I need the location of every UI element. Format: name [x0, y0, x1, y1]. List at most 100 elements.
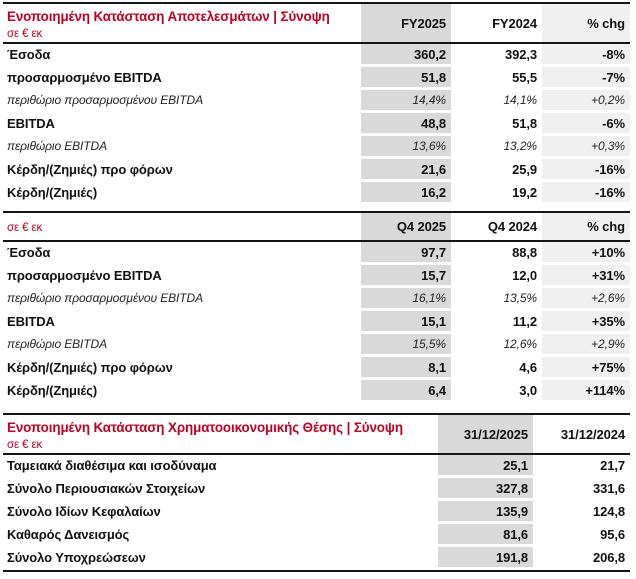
cell-value: 95,6: [533, 524, 630, 547]
table-row: Σύνολο Ιδίων Κεφαλαίων 135,9 124,8: [3, 501, 630, 524]
table-row: Καθαρός Δανεισμός 81,6 95,6: [3, 524, 630, 547]
table-header-row: Ενοποιημένη Κατάσταση Αποτελεσμάτων | Σύ…: [3, 4, 630, 44]
cell-value: 51,8: [361, 67, 451, 90]
cell-value: -7%: [542, 67, 630, 90]
cell-value: 8,1: [361, 357, 451, 380]
row-label: Έσοδα: [3, 242, 361, 265]
cell-value: 11,2: [451, 311, 542, 334]
cell-value: +35%: [542, 311, 630, 334]
cell-value: 51,8: [451, 113, 542, 136]
cell-value: 360,2: [361, 44, 451, 67]
table-row: Έσοδα 360,2 392,3 -8%: [3, 44, 630, 67]
cell-value: 48,8: [361, 113, 451, 136]
financial-summary-page: Ενοποιημένη Κατάσταση Αποτελεσμάτων | Σύ…: [3, 2, 630, 572]
cell-value: -8%: [542, 44, 630, 67]
cell-value: +31%: [542, 265, 630, 288]
column-header-31-12-2024: 31/12/2024: [533, 415, 630, 455]
row-label: περιθώριο EBITDA: [3, 136, 361, 159]
table-row: Σύνολο Υποχρεώσεων 191,8 206,8: [3, 547, 630, 570]
table-row: προσαρμοσμένο EBITDA 15,7 12,0 +31%: [3, 265, 630, 288]
cell-value: 13,2%: [451, 136, 542, 159]
table-row: Ταμειακά διαθέσιμα και ισοδύναμα 25,1 21…: [3, 455, 630, 478]
table-row: EBITDA 15,1 11,2 +35%: [3, 311, 630, 334]
row-label: Σύνολο Ιδίων Κεφαλαίων: [3, 501, 438, 524]
table-row: Κέρδη/(Ζημιές) 6,4 3,0 +114%: [3, 380, 630, 403]
cell-value: 21,7: [533, 455, 630, 478]
table-header-row: Ενοποιημένη Κατάσταση Χρηματοοικονομικής…: [3, 415, 630, 455]
cell-value: 15,7: [361, 265, 451, 288]
cell-value: +114%: [542, 380, 630, 403]
table-row: Σύνολο Περιουσιακών Στοιχείων 327,8 331,…: [3, 478, 630, 501]
cell-value: +2,9%: [542, 334, 630, 357]
table-row-margin: περιθώριο EBITDA 15,5% 12,6% +2,9%: [3, 334, 630, 357]
cell-value: 16,2: [361, 182, 451, 205]
cell-value: 16,1%: [361, 288, 451, 311]
row-label: Κέρδη/(Ζημιές): [3, 380, 361, 403]
cell-value: 88,8: [451, 242, 542, 265]
cell-value: 331,6: [533, 478, 630, 501]
row-label: περιθώριο προσαρμοσμένου EBITDA: [3, 288, 361, 311]
cell-value: 21,6: [361, 159, 451, 182]
cell-value: 327,8: [438, 478, 533, 501]
table-row: προσαρμοσμένο EBITDA 51,8 55,5 -7%: [3, 67, 630, 90]
row-label: προσαρμοσμένο EBITDA: [3, 67, 361, 90]
cell-value: 15,1: [361, 311, 451, 334]
cell-value: 81,6: [438, 524, 533, 547]
cell-value: 124,8: [533, 501, 630, 524]
column-header-q4-2024: Q4 2024: [451, 213, 542, 242]
table-row-margin: περιθώριο προσαρμοσμένου EBITDA 16,1% 13…: [3, 288, 630, 311]
row-label: περιθώριο EBITDA: [3, 334, 361, 357]
row-label: Κέρδη/(Ζημιές): [3, 182, 361, 205]
section-title: Ενοποιημένη Κατάσταση Αποτελεσμάτων | Σύ…: [7, 9, 330, 24]
table-row-margin: περιθώριο προσαρμοσμένου EBITDA 14,4% 14…: [3, 90, 630, 113]
cell-value: 25,1: [438, 455, 533, 478]
unit-label: σε € εκ: [7, 28, 43, 40]
row-label: Ταμειακά διαθέσιμα και ισοδύναμα: [3, 455, 438, 478]
cell-value: 12,0: [451, 265, 542, 288]
column-header-31-12-2025: 31/12/2025: [438, 415, 533, 455]
cell-value: 19,2: [451, 182, 542, 205]
column-header-pct-chg: % chg: [542, 213, 630, 242]
cell-value: 4,6: [451, 357, 542, 380]
row-label: Έσοδα: [3, 44, 361, 67]
income-statement-fy-table: Ενοποιημένη Κατάσταση Αποτελεσμάτων | Σύ…: [3, 2, 630, 205]
unit-label: σε € εκ: [7, 439, 43, 451]
cell-value: +2,6%: [542, 288, 630, 311]
column-header-fy2024: FY2024: [451, 4, 542, 44]
cell-value: 55,5: [451, 67, 542, 90]
cell-value: 25,9: [451, 159, 542, 182]
table-row: EBITDA 48,8 51,8 -6%: [3, 113, 630, 136]
balance-sheet-table: Ενοποιημένη Κατάσταση Χρηματοοικονομικής…: [3, 413, 630, 572]
cell-value: 206,8: [533, 547, 630, 570]
row-label: Κέρδη/(Ζημιές) προ φόρων: [3, 357, 361, 380]
row-label: Καθαρός Δανεισμός: [3, 524, 438, 547]
cell-value: -16%: [542, 159, 630, 182]
table-row: Κέρδη/(Ζημιές) προ φόρων 8,1 4,6 +75%: [3, 357, 630, 380]
table-row: Κέρδη/(Ζημιές) 16,2 19,2 -16%: [3, 182, 630, 205]
table-row: Έσοδα 97,7 88,8 +10%: [3, 242, 630, 265]
section-title: Ενοποιημένη Κατάσταση Χρηματοοικονομικής…: [7, 420, 403, 435]
row-label: Σύνολο Υποχρεώσεων: [3, 547, 438, 570]
column-header-q4-2025: Q4 2025: [361, 213, 451, 242]
cell-value: 392,3: [451, 44, 542, 67]
cell-value: +0,3%: [542, 136, 630, 159]
cell-value: -6%: [542, 113, 630, 136]
cell-value: 14,4%: [361, 90, 451, 113]
row-label: Σύνολο Περιουσιακών Στοιχείων: [3, 478, 438, 501]
cell-value: 13,6%: [361, 136, 451, 159]
table-header-row: σε € εκ Q4 2025 Q4 2024 % chg: [3, 213, 630, 242]
column-header-fy2025: FY2025: [361, 4, 451, 44]
cell-value: -16%: [542, 182, 630, 205]
column-header-pct-chg: % chg: [542, 4, 630, 44]
row-label: EBITDA: [3, 113, 361, 136]
row-label: περιθώριο προσαρμοσμένου EBITDA: [3, 90, 361, 113]
row-label: Κέρδη/(Ζημιές) προ φόρων: [3, 159, 361, 182]
income-statement-q4-table: σε € εκ Q4 2025 Q4 2024 % chg Έσοδα 97,7…: [3, 211, 630, 403]
cell-value: 14,1%: [451, 90, 542, 113]
table-row: Κέρδη/(Ζημιές) προ φόρων 21,6 25,9 -16%: [3, 159, 630, 182]
cell-value: 6,4: [361, 380, 451, 403]
cell-value: 15,5%: [361, 334, 451, 357]
cell-value: +75%: [542, 357, 630, 380]
row-label: προσαρμοσμένο EBITDA: [3, 265, 361, 288]
cell-value: 97,7: [361, 242, 451, 265]
